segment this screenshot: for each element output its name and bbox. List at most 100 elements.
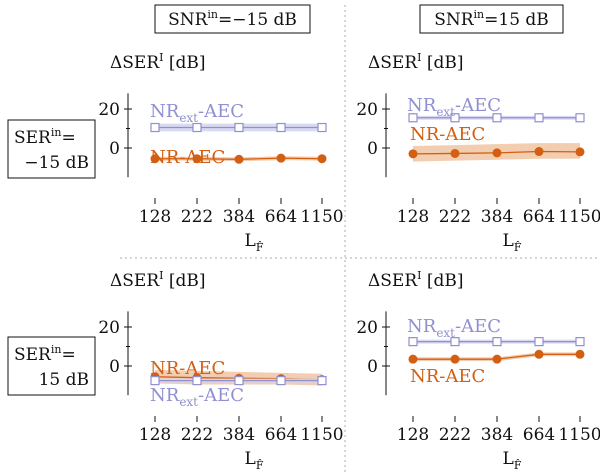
- x-tick-label: 1150: [558, 425, 600, 445]
- x-axis-label: LF̂: [503, 449, 522, 472]
- row-header-rest: =: [61, 345, 75, 365]
- row-header-0: SERin= −15 dB: [7, 119, 96, 179]
- data-point: [575, 337, 585, 347]
- row-header-box: [7, 336, 96, 396]
- data-point: [150, 154, 160, 164]
- x-tick-label: 384: [223, 207, 255, 227]
- y-tick-label: 0: [109, 139, 120, 159]
- x-tick-label: 1150: [300, 425, 343, 445]
- data-point: [317, 122, 327, 133]
- y-axis-label-unit: [dB]: [164, 53, 206, 73]
- column-header-box: [154, 4, 311, 34]
- row-header-sup: in: [51, 343, 62, 356]
- row-header-line1: SERin=: [14, 126, 76, 148]
- x-tick-label: 128: [139, 425, 171, 445]
- row-header-sup: in: [51, 126, 62, 139]
- y-tick-label: 0: [367, 139, 378, 159]
- data-point: [408, 337, 418, 347]
- data-point: [534, 337, 544, 347]
- y-axis-label-main: ΔSER: [110, 271, 160, 291]
- data-point: [492, 113, 502, 123]
- y-axis-label: ΔSERI [dB]: [368, 269, 464, 291]
- data-point: [408, 113, 418, 123]
- x-axis-label: LF̂: [503, 231, 522, 254]
- row-header-main: SER: [14, 345, 52, 365]
- data-point: [276, 376, 286, 386]
- data-point: [276, 122, 286, 133]
- x-tick-label: 222: [181, 425, 213, 445]
- series-label: NR-AEC: [150, 147, 225, 168]
- x-tick-label: 128: [397, 207, 429, 227]
- series-nr-aec: NR-AEC: [408, 349, 585, 387]
- series-label: NR-AEC: [410, 124, 485, 145]
- data-point: [317, 376, 327, 386]
- series-label-sub: ext: [436, 105, 455, 119]
- y-axis-label-sup: I: [159, 51, 163, 64]
- y-axis-label-unit: [dB]: [422, 271, 464, 291]
- y-tick-label: 20: [98, 318, 120, 338]
- column-header-text: SNRin=15 dB: [434, 8, 549, 30]
- column-header-0: SNRin=−15 dB: [154, 4, 311, 34]
- data-point: [492, 354, 502, 364]
- series-label-sub: ext: [179, 111, 198, 125]
- x-tick-label: 664: [265, 207, 297, 227]
- series-label-main: NR: [150, 385, 180, 406]
- data-point: [534, 147, 544, 157]
- data-point: [150, 122, 160, 133]
- data-point: [192, 376, 202, 386]
- series-label-sub: ext: [179, 395, 198, 409]
- data-point: [234, 154, 244, 164]
- series-label-main: NR-AEC: [410, 366, 485, 387]
- x-tick-label: 222: [439, 425, 471, 445]
- data-point: [492, 337, 502, 347]
- series-nr-aec: NR-AEC: [408, 124, 585, 162]
- series-label-main: NR-AEC: [410, 124, 485, 145]
- data-point: [575, 113, 585, 123]
- data-point: [492, 148, 502, 158]
- data-point: [408, 354, 418, 364]
- column-header-main: SNR: [434, 10, 475, 30]
- x-tick-label: 384: [481, 425, 513, 445]
- x-axis-label-main: L: [503, 231, 514, 251]
- x-tick-label: 128: [397, 425, 429, 445]
- x-axis-label-main: L: [503, 449, 514, 469]
- series-label: NRext-AEC: [150, 101, 244, 125]
- data-point: [192, 154, 202, 164]
- y-axis-label-main: ΔSER: [368, 53, 418, 73]
- series-nr-ext-aec: NRext-AEC: [407, 316, 585, 347]
- x-axis-label-sub: F̂: [256, 241, 264, 254]
- x-tick-label: 1150: [300, 207, 343, 227]
- series-nr-aec: NR-AEC: [150, 147, 327, 168]
- series-label-rest: -AEC: [198, 101, 244, 122]
- data-point: [408, 149, 418, 159]
- series-label: NR-AEC: [410, 366, 485, 387]
- series-label: NRext-AEC: [407, 316, 501, 340]
- y-axis-label-main: ΔSER: [368, 271, 418, 291]
- y-axis-label: ΔSERI [dB]: [110, 51, 206, 73]
- data-point: [575, 349, 585, 359]
- data-point: [276, 153, 286, 163]
- row-header-1: SERin= 15 dB: [7, 336, 96, 396]
- series-label-main: NR: [407, 95, 437, 116]
- x-axis-label-sub: F̂: [514, 241, 522, 254]
- panel-3: ΔSERI [dB] 20 0 128 222 384 664 1150 LF̂ NRext-AE…: [356, 269, 600, 472]
- data-point: [234, 122, 244, 133]
- x-tick-label: 128: [139, 207, 171, 227]
- x-axis-label: LF̂: [245, 449, 264, 472]
- y-tick-label: 20: [356, 100, 378, 120]
- panel-1: ΔSERI [dB] 20 0 128 222 384 664 1150 LF̂ NRext-AE…: [356, 51, 600, 254]
- data-point: [317, 154, 327, 164]
- data-point: [450, 148, 460, 158]
- row-header-main: SER: [14, 128, 52, 148]
- x-tick-label: 222: [439, 207, 471, 227]
- series-label-sub: ext: [436, 326, 455, 340]
- series-nr-ext-aec: NRext-AEC: [407, 95, 585, 123]
- row-header-box: [7, 119, 96, 179]
- x-tick-label: 664: [523, 425, 555, 445]
- data-point: [450, 337, 460, 347]
- data-point: [450, 113, 460, 123]
- column-header-rest: =−15 dB: [218, 10, 297, 30]
- x-tick-label: 384: [223, 425, 255, 445]
